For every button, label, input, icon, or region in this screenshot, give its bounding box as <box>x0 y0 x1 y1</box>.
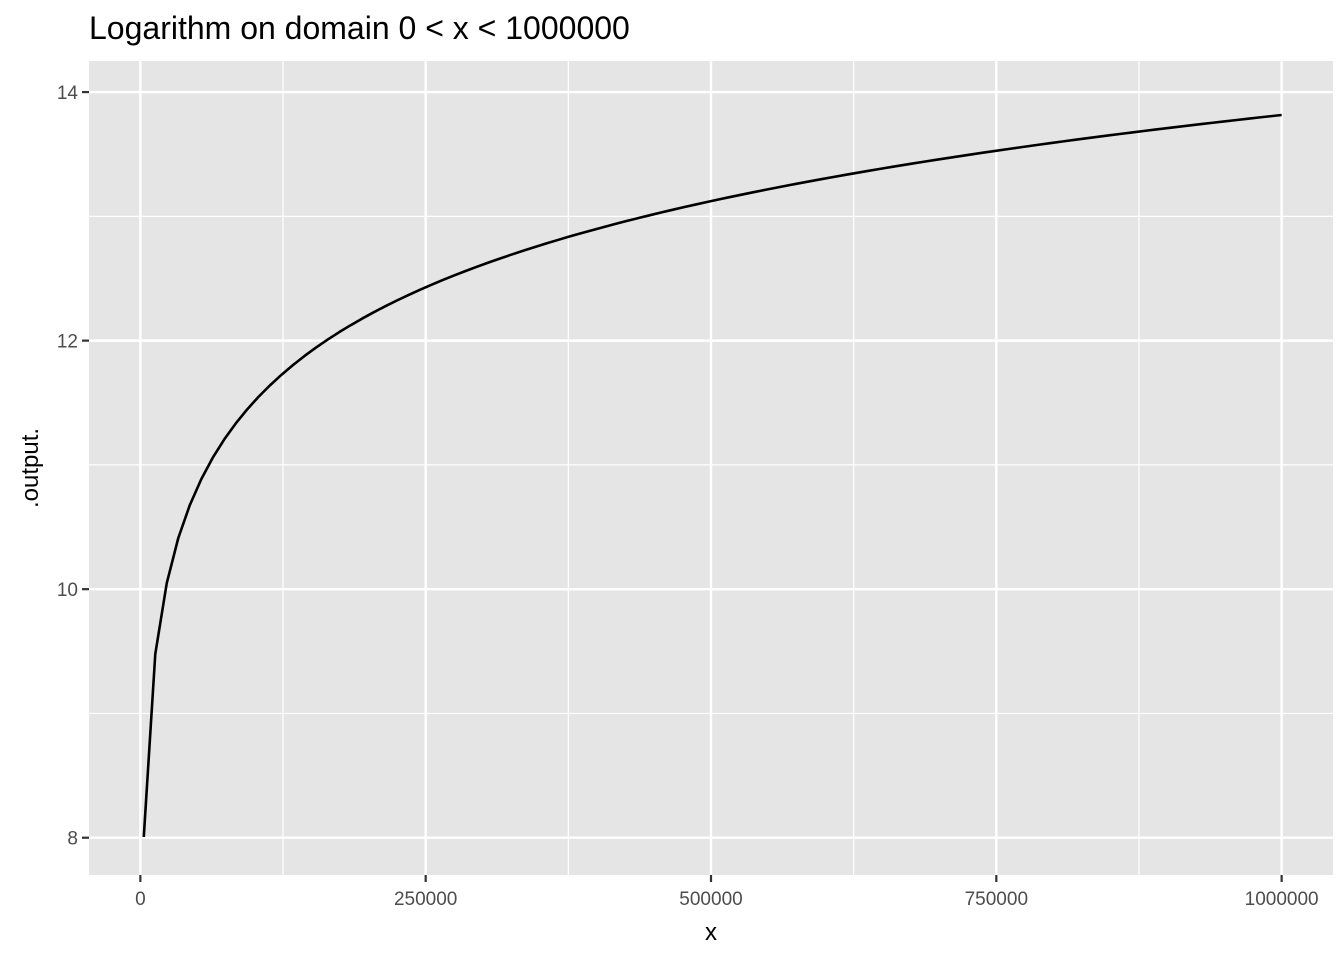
x-tick-label: 0 <box>135 889 146 910</box>
x-tick-label: 750000 <box>965 889 1028 910</box>
x-tick-label: 1000000 <box>1245 889 1319 910</box>
x-tick-label: 500000 <box>679 889 742 910</box>
y-tick-label: 12 <box>57 332 78 353</box>
chart-title: Logarithm on domain 0 < x < 1000000 <box>89 10 630 46</box>
y-tick-label: 10 <box>57 580 78 601</box>
x-axis-title: x <box>705 919 717 946</box>
y-tick-label: 8 <box>67 829 78 850</box>
series-line-log <box>142 113 1282 838</box>
major-grid-x <box>139 61 1283 875</box>
minor-grid-x <box>282 61 1140 875</box>
x-tick-label: 250000 <box>394 889 457 910</box>
y-tick-label: 14 <box>57 83 79 104</box>
y-axis-title: .output. <box>17 428 44 508</box>
x-axis: 0 250000 500000 750000 1000000 <box>135 875 1319 910</box>
y-axis: 8 10 12 14 <box>57 83 89 850</box>
major-grid-y <box>89 90 1333 839</box>
